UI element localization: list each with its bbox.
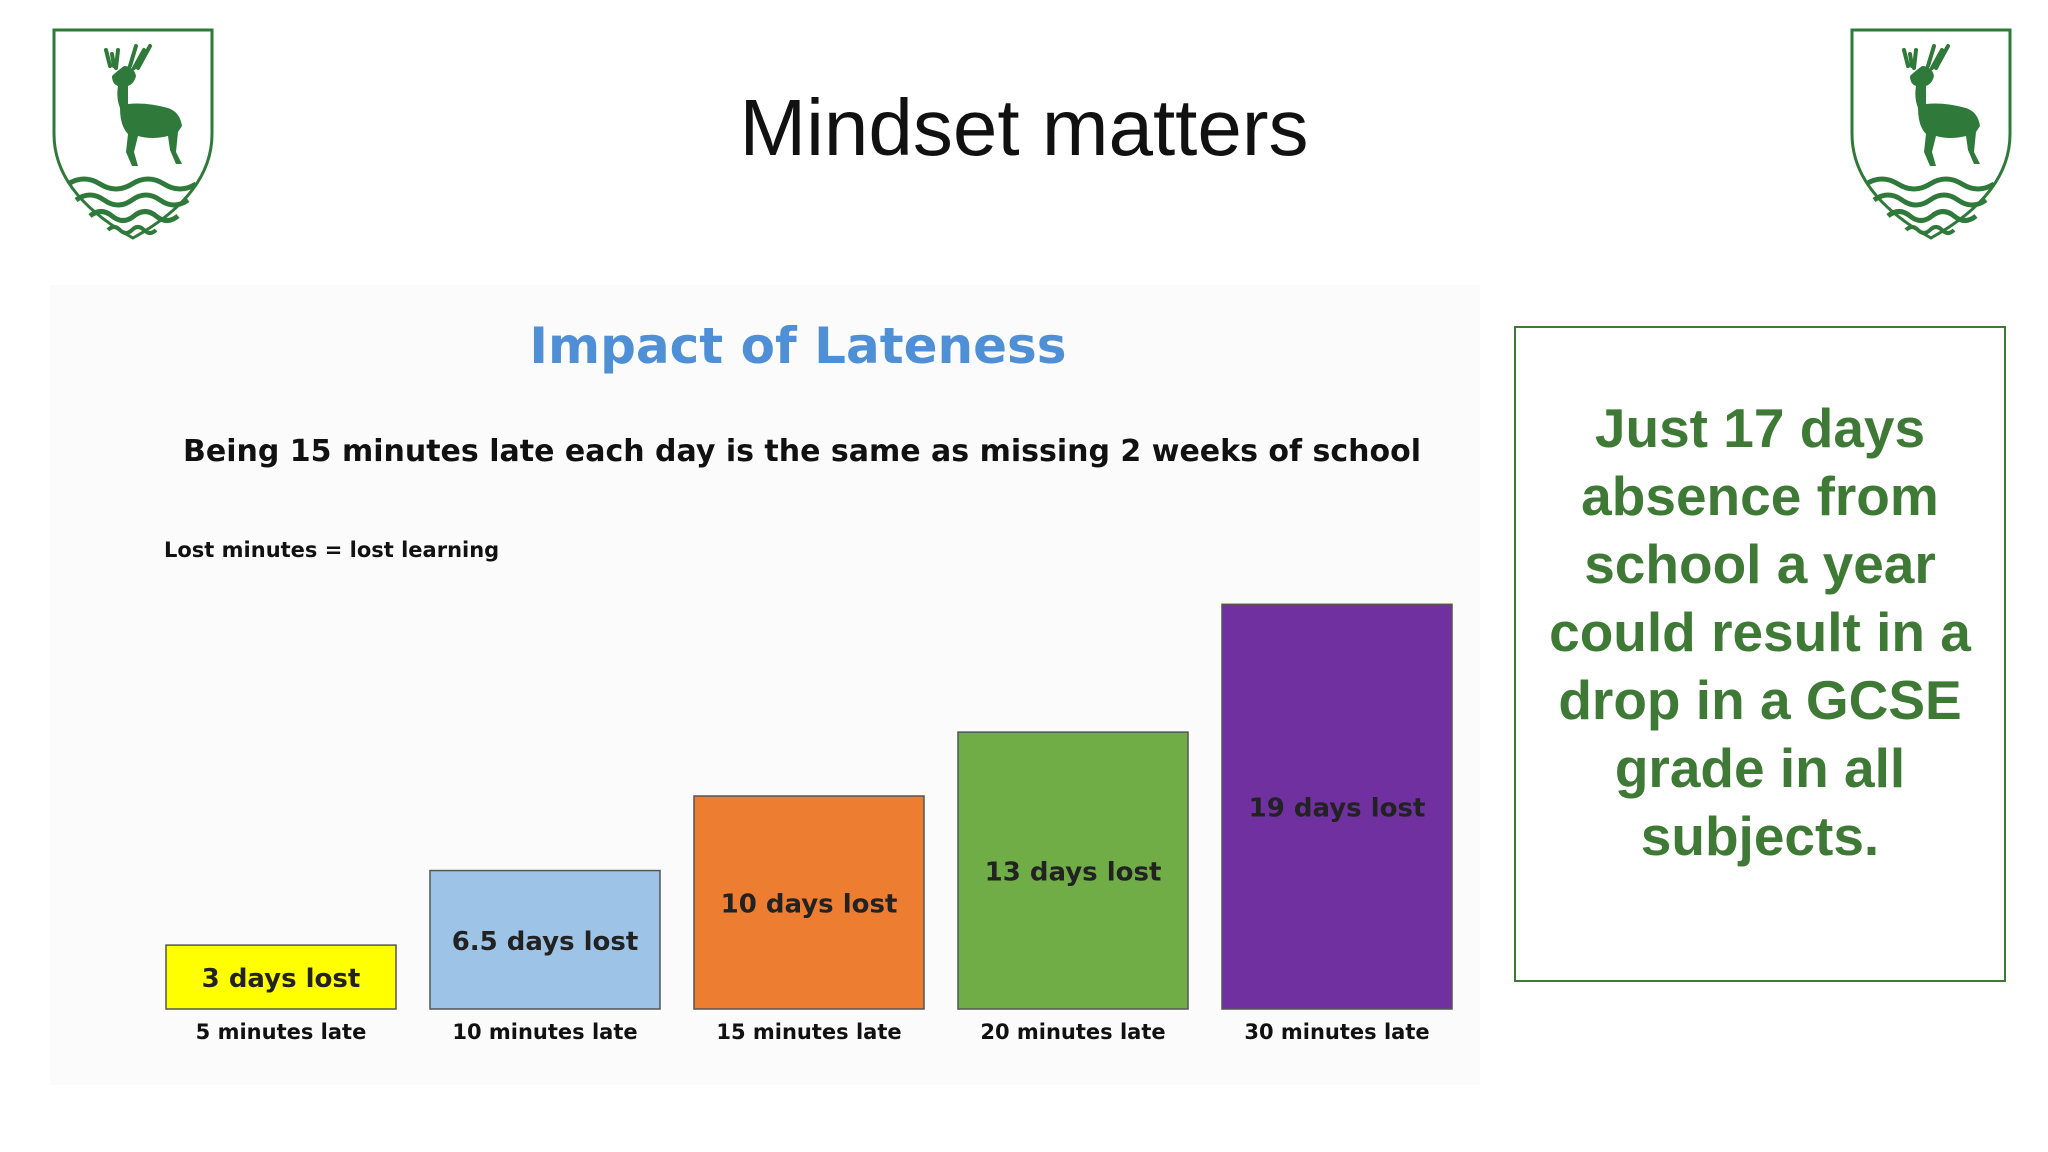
bars-layer: 3 days lost 5 minutes late 6.5 days lost 10…	[165, 603, 1453, 1044]
bar-2	[693, 795, 925, 1010]
stag-shield-crest-icon	[1850, 28, 2012, 240]
bar-data-label-1: 6.5 days lost	[452, 927, 639, 957]
category-tick-2: 15 minutes late	[716, 1020, 901, 1044]
category-tick-4: 30 minutes late	[1244, 1020, 1429, 1044]
bar-data-label-3: 13 days lost	[985, 858, 1162, 888]
stag-shield-crest-icon	[52, 28, 214, 240]
fact-box: Just 17 days absence from school a year …	[1514, 326, 2006, 982]
chart-note: Lost minutes = lost learning	[164, 538, 499, 562]
category-tick-1: 10 minutes late	[452, 1020, 637, 1044]
lateness-chart: Impact of Lateness Being 15 minutes late…	[50, 285, 1480, 1085]
school-crest-left	[52, 28, 214, 240]
bar-data-label-2: 10 days lost	[721, 890, 898, 920]
bar-4	[1221, 603, 1453, 1010]
bar-chart-svg: Impact of Lateness Being 15 minutes late…	[164, 317, 1453, 1044]
slide-title: Mindset matters	[739, 83, 1309, 172]
bar-3	[957, 731, 1189, 1010]
bar-1	[429, 869, 661, 1010]
bar-data-label-0: 3 days lost	[202, 964, 361, 994]
chart-title: Impact of Lateness	[529, 317, 1066, 375]
category-tick-0: 5 minutes late	[196, 1020, 367, 1044]
bar-data-label-4: 19 days lost	[1249, 794, 1426, 824]
school-crest-right	[1850, 28, 2012, 240]
fact-box-text: Just 17 days absence from school a year …	[1549, 397, 1971, 867]
chart-subtitle: Being 15 minutes late each day is the sa…	[183, 434, 1421, 469]
category-tick-3: 20 minutes late	[980, 1020, 1165, 1044]
bar-0	[165, 944, 397, 1010]
